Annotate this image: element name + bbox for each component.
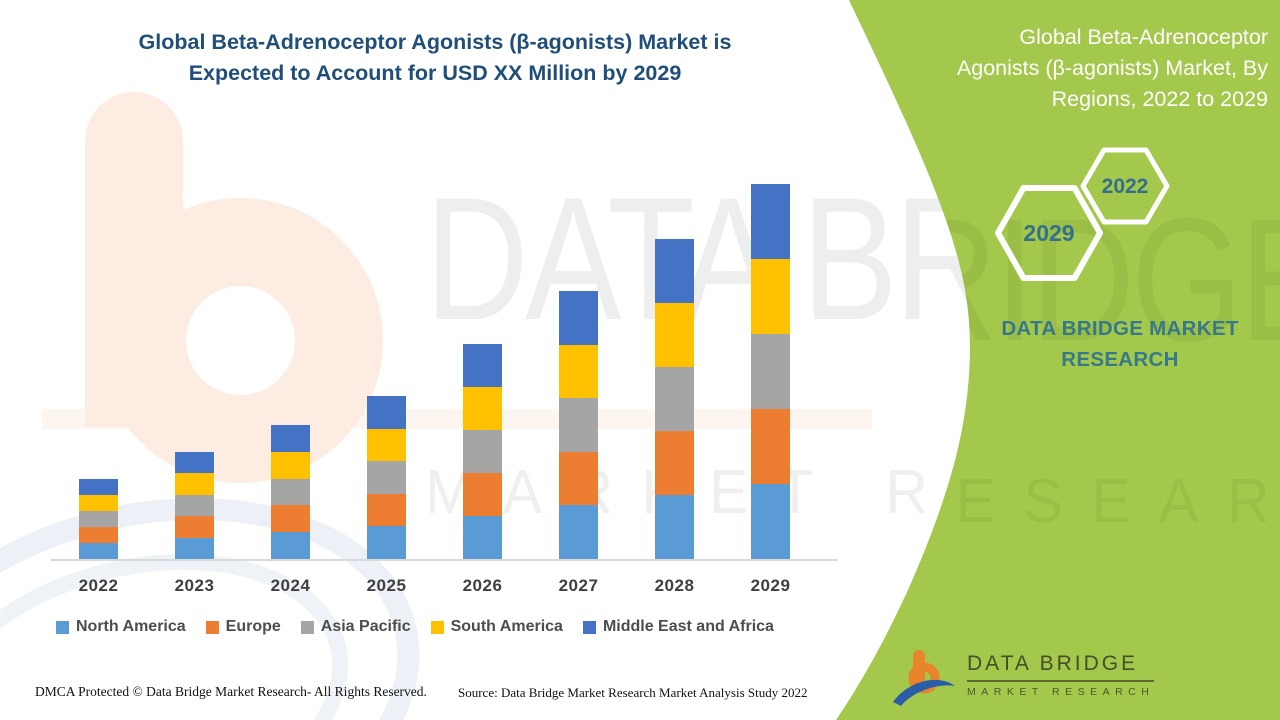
databridge-logo: DATA BRIDGE MARKET RESEARCH (893, 648, 1155, 708)
x-axis-label-2027: 2027 (558, 576, 599, 595)
bar-segment-2024-middle-east-and-africa (271, 425, 310, 452)
bar-segment-2024-europe (271, 505, 310, 533)
side-panel-brand-text: DATA BRIDGE MARKET RESEARCH (950, 313, 1280, 375)
bar-segment-2025-middle-east-and-africa (367, 396, 406, 429)
chart-title-line1: Global Beta-Adrenoceptor Agonists (β-ago… (138, 30, 732, 54)
legend-item-asia-pacific: Asia Pacific (300, 618, 411, 636)
chart-title: Global Beta-Adrenoceptor Agonists (β-ago… (60, 27, 810, 89)
x-axis-label-2024: 2024 (270, 576, 311, 595)
hexagon-badge-2029 (995, 185, 1103, 281)
bar-segment-2026-middle-east-and-africa (463, 344, 502, 387)
x-axis-label-2023: 2023 (174, 576, 215, 595)
bar-segment-2023-europe (175, 516, 214, 538)
legend-label: Asia Pacific (320, 618, 411, 635)
logo-sub-text: MARKET RESEARCH (967, 686, 1155, 698)
bar-segment-2027-europe (559, 451, 598, 506)
legend-label: South America (450, 618, 563, 635)
bar-segment-2027-middle-east-and-africa (559, 291, 598, 345)
chart-title-line2: Expected to Account for USD XX Million b… (188, 61, 682, 85)
x-axis-line (51, 559, 838, 561)
x-axis-labels: 2022 2023 2024 2025 2026 2027 2028 2029 (40, 576, 840, 600)
databridge-logo-icon (893, 650, 955, 706)
x-axis-label-2025: 2025 (366, 576, 407, 595)
bar-segment-2026-south-america (463, 387, 502, 430)
legend-label: North America (76, 618, 186, 635)
bar-segment-2023-north-america (175, 537, 214, 559)
bar-2029 (751, 184, 790, 559)
legend-label: Europe (225, 618, 281, 635)
footer-dmca-text: DMCA Protected © Data Bridge Market Rese… (35, 684, 427, 699)
bar-2025 (367, 396, 406, 559)
bar-chart (40, 170, 840, 561)
x-axis-label-2022: 2022 (78, 576, 119, 595)
logo-name-text: DATA BRIDGE (967, 652, 1155, 682)
bar-2026 (463, 344, 502, 559)
bar-segment-2025-south-america (367, 428, 406, 462)
side-panel-title-line2: Agonists (β-agonists) Market, By (956, 56, 1268, 80)
x-axis-label-2026: 2026 (462, 576, 503, 595)
bar-segment-2023-south-america (175, 473, 214, 495)
bar-2027 (559, 291, 598, 559)
bar-segment-2022-middle-east-and-africa (79, 479, 118, 495)
bar-segment-2026-europe (463, 473, 502, 516)
bar-segment-2028-north-america (655, 495, 694, 559)
bar-segment-2027-asia-pacific (559, 398, 598, 452)
hexagon-year-2029: 2029 (1023, 220, 1074, 246)
bar-2022 (79, 479, 118, 559)
bar-segment-2027-south-america (559, 344, 598, 399)
bar-segment-2025-europe (367, 493, 406, 527)
bar-segment-2026-asia-pacific (463, 430, 502, 473)
x-axis-label-2028: 2028 (654, 576, 695, 595)
bar-segment-2028-europe (655, 431, 694, 495)
bar-2024 (271, 425, 310, 559)
bar-segment-2022-europe (79, 527, 118, 543)
side-panel-title: Global Beta-Adrenoceptor Agonists (β-ago… (890, 22, 1268, 115)
hexagon-badge-2022 (1080, 147, 1170, 225)
bar-segment-2025-north-america (367, 526, 406, 559)
hexagon-year-2022: 2022 (1102, 175, 1149, 198)
bar-segment-2024-south-america (271, 451, 310, 479)
bar-segment-2026-north-america (463, 516, 502, 559)
bar-segment-2029-asia-pacific (751, 334, 790, 409)
bar-2023 (175, 452, 214, 559)
bar-segment-2028-south-america (655, 303, 694, 367)
bar-segment-2022-south-america (79, 495, 118, 511)
bar-2028 (655, 239, 694, 559)
bar-segment-2028-middle-east-and-africa (655, 239, 694, 303)
chart-legend: North America Europe Asia Pacific South Ame… (56, 618, 774, 636)
brand-text-line1: DATA BRIDGE MARKET (1001, 317, 1239, 340)
bar-segment-2027-north-america (559, 505, 598, 559)
brand-text-line2: RESEARCH (1061, 348, 1179, 371)
legend-item-middle-east-and-africa: Middle East and Africa (582, 618, 774, 636)
bar-segment-2028-asia-pacific (655, 367, 694, 431)
x-axis-label-2029: 2029 (750, 576, 791, 595)
databridge-logo-text: DATA BRIDGE MARKET RESEARCH (967, 648, 1155, 698)
legend-item-north-america: North America (56, 618, 186, 636)
bar-segment-2029-south-america (751, 259, 790, 334)
bar-segment-2024-asia-pacific (271, 478, 310, 506)
legend-swatch-icon (300, 620, 314, 634)
bar-segment-2029-middle-east-and-africa (751, 184, 790, 259)
bar-segment-2025-asia-pacific (367, 461, 406, 494)
legend-item-south-america: South America (430, 618, 563, 636)
legend-item-europe: Europe (205, 618, 281, 636)
bar-segment-2022-asia-pacific (79, 511, 118, 527)
legend-label: Middle East and Africa (602, 618, 774, 635)
legend-swatch-icon (205, 620, 219, 634)
legend-swatch-icon (56, 620, 69, 634)
legend-swatch-icon (582, 620, 596, 634)
side-panel-title-line3: Regions, 2022 to 2029 (1051, 87, 1268, 111)
legend-swatch-icon (430, 620, 444, 634)
bar-segment-2022-north-america (79, 543, 118, 559)
bar-segment-2029-europe (751, 409, 790, 484)
bar-segment-2023-middle-east-and-africa (175, 452, 214, 474)
footer-source-text: Source: Data Bridge Market Research Mark… (458, 685, 808, 700)
side-panel-title-line1: Global Beta-Adrenoceptor (1019, 25, 1268, 49)
bar-segment-2023-asia-pacific (175, 494, 214, 517)
bar-segment-2029-north-america (751, 484, 790, 559)
bar-segment-2024-north-america (271, 532, 310, 559)
